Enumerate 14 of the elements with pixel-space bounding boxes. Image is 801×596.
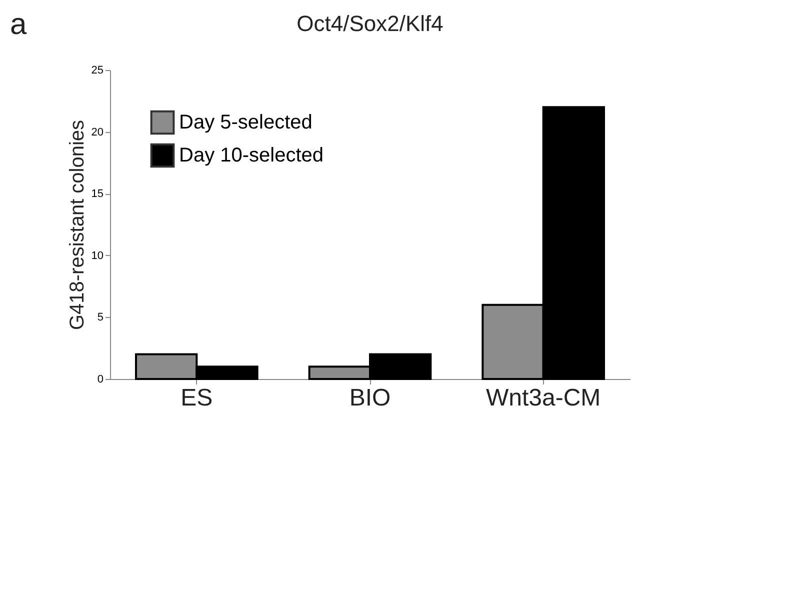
legend-label: Day 5-selected [179,112,312,134]
y-tick-label: 20 [91,126,104,138]
x-tick-label: BIO [349,384,391,412]
y-tick-label: 5 [97,312,104,324]
x-tick-label: ES [180,384,213,412]
text: a [10,8,27,41]
y-tick-label: 25 [91,64,104,76]
legend-label: Day 10-selected [179,144,324,166]
chart-title: Oct4/Sox2/Klf4 [296,11,444,36]
y-tick-label: 0 [97,374,104,386]
y-tick-label: 15 [91,188,104,200]
y-axis-title: G418-resistant colonies [66,120,88,330]
y-tick-label: 10 [91,250,104,262]
x-tick-label: Wnt3a-CM [486,384,601,412]
